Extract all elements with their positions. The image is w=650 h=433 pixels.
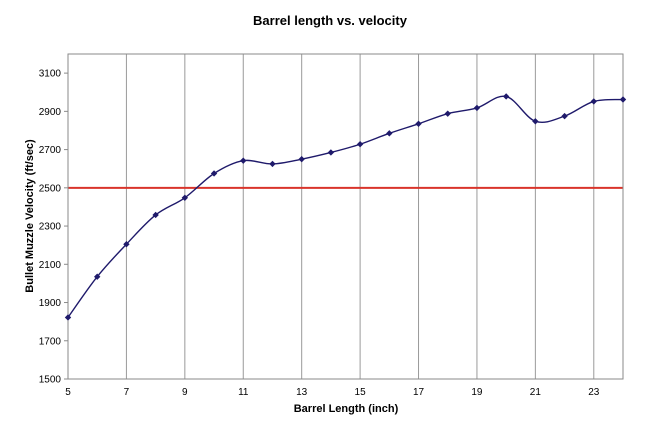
data-point-marker — [94, 273, 101, 280]
data-point-marker — [386, 130, 393, 137]
data-point-marker — [502, 93, 510, 100]
x-tick-label: 15 — [355, 387, 367, 398]
y-tick-label: 2300 — [39, 222, 62, 233]
y-tick-label: 1900 — [39, 298, 62, 309]
plot-area-frame — [67, 53, 624, 380]
y-tick-labels: 1500 1700 1900 2100 2300 2500 2700 2900 3100 — [39, 69, 68, 386]
data-point-marker — [210, 170, 218, 177]
x-tick-label: 7 — [124, 387, 130, 398]
data-point-marker — [532, 118, 539, 125]
data-point-marker — [123, 241, 130, 248]
x-tick-label: 9 — [182, 387, 188, 398]
data-point-marker — [415, 120, 422, 127]
y-tick-label: 2700 — [39, 145, 62, 156]
y-axis-label: Bullet Muzzle Velocity (ft/sec) — [24, 139, 36, 293]
y-tick-label: 3100 — [39, 69, 62, 80]
data-point-marker — [298, 155, 305, 163]
x-tick-label: 11 — [238, 387, 249, 398]
data-point-marker — [473, 104, 481, 112]
data-point-marker — [181, 194, 189, 201]
data-series — [64, 93, 627, 321]
data-point-marker — [269, 160, 276, 168]
series-line — [67, 95, 624, 318]
x-tick-label: 5 — [65, 387, 71, 398]
y-tick-label: 2900 — [39, 107, 62, 118]
x-tick-labels: 5 7 9 11 13 15 17 19 21 23 — [65, 387, 600, 398]
grid-lines — [67, 54, 595, 379]
x-axis-label: Barrel Length (inch) — [294, 403, 399, 415]
x-tick-label: 23 — [588, 387, 600, 398]
y-tick-label: 2500 — [39, 183, 62, 194]
data-point-marker — [64, 314, 72, 321]
data-point-marker — [356, 141, 364, 148]
y-tick-label: 2100 — [39, 260, 62, 271]
data-point-marker — [240, 157, 247, 164]
data-point-marker — [561, 112, 568, 120]
data-point-marker — [619, 96, 627, 103]
data-point-marker — [327, 149, 335, 156]
x-tick-label: 13 — [296, 387, 308, 398]
x-tick-label: 19 — [471, 387, 483, 398]
data-point-marker — [444, 110, 451, 117]
chart-title: Barrel length vs. velocity — [253, 13, 408, 28]
y-tick-label: 1500 — [39, 375, 62, 386]
y-tick-label: 1700 — [39, 336, 62, 347]
x-tick-label: 21 — [530, 387, 542, 398]
data-point-marker — [590, 98, 597, 105]
x-tick-label: 17 — [413, 387, 425, 398]
data-point-marker — [152, 211, 159, 219]
